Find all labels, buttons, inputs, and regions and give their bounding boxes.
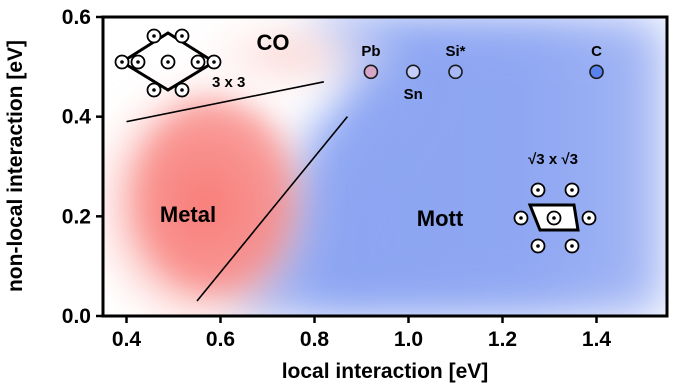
x-axis: 0.4 0.6 0.8 1.0 1.2 1.4 <box>112 316 612 351</box>
material-label: C <box>591 43 602 60</box>
material-point <box>363 64 379 80</box>
lattice-atom-center <box>180 34 184 38</box>
phase-regions <box>103 17 667 316</box>
lattice-atom-center <box>552 216 556 220</box>
lattice-atom-center <box>136 60 140 64</box>
lattice-atom-center <box>120 60 124 64</box>
mott-lattice-inset: √3 x √3 <box>513 151 597 254</box>
y-tick-label: 0.2 <box>62 205 91 228</box>
phase-boundary-line <box>196 116 349 302</box>
lattice-atom-center <box>570 244 574 248</box>
x-tick-label: 1.2 <box>488 328 517 351</box>
co-region <box>170 17 410 110</box>
y-axis: 0.0 0.2 0.4 0.6 <box>62 6 103 328</box>
co-lattice-label: 3 x 3 <box>212 74 245 91</box>
phase-boundaries <box>126 80 349 302</box>
mott-lattice-label: √3 x √3 <box>528 151 578 168</box>
lattice-atom-center <box>519 216 523 220</box>
material-point <box>589 64 604 80</box>
material-point <box>448 64 463 80</box>
x-tick-label: 1.4 <box>582 328 612 351</box>
material-label: Pb <box>361 43 380 60</box>
material-point <box>405 64 421 80</box>
lattice-atom-center <box>196 60 200 64</box>
y-axis-label: non-local interaction [eV] <box>4 40 27 292</box>
x-tick-label: 0.8 <box>300 328 330 351</box>
lattice-atom-center <box>536 188 540 192</box>
x-tick-label: 0.4 <box>112 328 142 351</box>
co-lattice-inset: 3 x 3 <box>114 28 245 98</box>
x-axis-label: local interaction [eV] <box>282 360 489 383</box>
lattice-atom-center <box>152 88 156 92</box>
material-label: Sn <box>404 86 423 103</box>
lattice-atom-center <box>212 60 216 64</box>
lattice-atom-center <box>587 216 591 220</box>
y-tick-label: 0.4 <box>62 106 92 129</box>
metal-region-core <box>140 100 290 290</box>
co-label: CO <box>257 30 290 55</box>
material-label: Si* <box>445 43 465 60</box>
material-points: Pb Sn Si* C <box>361 43 604 103</box>
x-tick-label: 1.0 <box>394 328 423 351</box>
plot-frame <box>101 15 669 318</box>
y-tick-label: 0.0 <box>62 305 91 328</box>
mott-label: Mott <box>417 206 464 231</box>
lattice-atom-center <box>570 188 574 192</box>
lattice-atom-center <box>166 60 170 64</box>
phase-boundary-line <box>126 80 325 123</box>
lattice-atom-center <box>180 88 184 92</box>
metal-label: Metal <box>160 202 216 227</box>
y-tick-label: 0.6 <box>62 6 91 29</box>
lattice-atom-center <box>536 244 540 248</box>
x-tick-label: 0.6 <box>206 328 235 351</box>
lattice-atom-center <box>152 34 156 38</box>
mott-region-core <box>300 30 650 300</box>
